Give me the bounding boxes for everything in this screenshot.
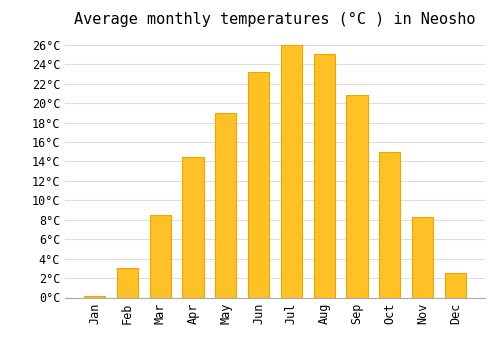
Bar (280, 45, 302, 298)
Bar (412, 217, 433, 298)
Bar (248, 72, 270, 298)
Bar (379, 152, 400, 298)
Bar (314, 55, 335, 298)
Bar (84, 295, 106, 298)
Bar (346, 95, 368, 298)
Bar (182, 156, 204, 298)
Title: Average monthly temperatures (°C ) in Neosho: Average monthly temperatures (°C ) in Ne… (74, 12, 476, 27)
Bar (117, 268, 138, 298)
Bar (215, 113, 236, 298)
Bar (444, 273, 466, 298)
Bar (150, 215, 171, 298)
